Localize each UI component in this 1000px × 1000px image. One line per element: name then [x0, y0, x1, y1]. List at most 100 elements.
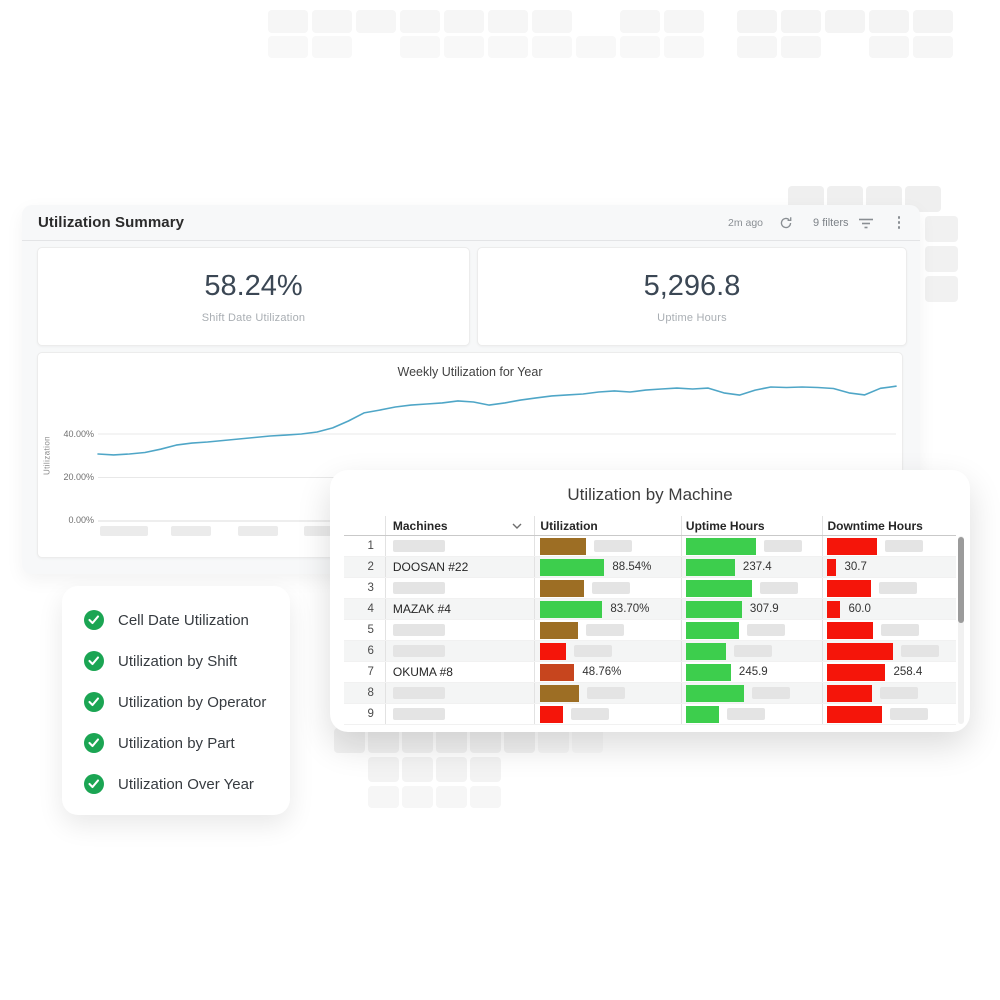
redacted-value-placeholder [586, 624, 625, 636]
mosaic-tile [402, 728, 433, 753]
mosaic-tile [470, 786, 501, 808]
column-header-machines[interactable]: Machines [384, 516, 535, 535]
downtime-cell: 258.4 [822, 662, 956, 682]
mosaic-tile [925, 216, 958, 242]
column-header-downtime-hours[interactable]: Downtime Hours [822, 516, 956, 535]
mosaic-tile [470, 728, 501, 753]
redacted-value-placeholder [759, 582, 798, 594]
redacted-value-placeholder [571, 708, 610, 720]
mosaic-tile [620, 36, 660, 58]
redacted-machine-placeholder [392, 624, 445, 636]
row-number: 6 [367, 645, 374, 657]
uptime-bar [685, 642, 726, 660]
redacted-value-placeholder [879, 582, 918, 594]
table-scrollbar-track[interactable] [958, 536, 964, 724]
mosaic-tile [781, 10, 821, 33]
redacted-machine-placeholder [392, 582, 445, 594]
uptime-bar [685, 579, 752, 597]
downtime-bar [827, 663, 886, 681]
mosaic-tile [825, 10, 865, 33]
utilization-bar [540, 642, 567, 660]
x-tick-placeholder [171, 526, 211, 536]
refresh-icon[interactable] [779, 216, 793, 230]
downtime-bar [827, 558, 837, 576]
mosaic-tile [532, 36, 572, 58]
mosaic-tile [664, 36, 704, 58]
mosaic-tile [572, 728, 603, 753]
filters-button-label[interactable]: 9 filters [813, 216, 849, 229]
column-header-utilization[interactable]: Utilization [534, 516, 681, 535]
uptime-bar [685, 705, 719, 723]
redacted-machine-placeholder [392, 708, 445, 720]
utilization-bar [540, 621, 579, 639]
mosaic-tile [312, 36, 352, 58]
table-row: 1 [344, 536, 956, 557]
check-circle-icon [84, 610, 104, 630]
uptime-bar [685, 684, 744, 702]
machine-name-cell [384, 536, 535, 556]
redacted-value-placeholder [746, 624, 785, 636]
uptime-cell: 307.9 [680, 599, 823, 619]
mosaic-tile [402, 786, 433, 808]
check-circle-icon [84, 651, 104, 671]
utilization-bar [540, 537, 587, 555]
check-circle-icon [84, 733, 104, 753]
uptime-bar [685, 600, 742, 618]
machine-name-cell: DOOSAN #22 [384, 557, 535, 577]
mosaic-tile [913, 36, 953, 58]
table-row: 8 [344, 683, 956, 704]
utilization-bar [540, 558, 605, 576]
mosaic-tile [268, 36, 308, 58]
row-number: 7 [367, 666, 374, 678]
uptime-value: 307.9 [749, 603, 779, 615]
checklist-item-label: Utilization Over Year [118, 775, 254, 793]
mosaic-tile [925, 246, 958, 272]
downtime-bar [827, 579, 872, 597]
kpi-value: 5,296.8 [643, 269, 741, 302]
table-scrollbar-thumb[interactable] [958, 537, 964, 623]
redacted-value-placeholder [594, 540, 633, 552]
checklist-item: Utilization by Operator [84, 691, 290, 713]
downtime-cell [822, 620, 956, 640]
redacted-machine-placeholder [392, 645, 445, 657]
machine-name-cell: MAZAK #4 [384, 599, 535, 619]
utilization-cell: 88.54% [534, 557, 681, 577]
utilization-cell [534, 641, 681, 661]
uptime-cell [680, 683, 823, 703]
downtime-cell: 30.7 [822, 557, 956, 577]
filter-list-icon[interactable] [858, 217, 874, 229]
x-tick-placeholder [238, 526, 278, 536]
mosaic-tile [312, 10, 352, 33]
machine-name: DOOSAN #22 [392, 560, 469, 574]
row-number: 9 [367, 708, 374, 720]
uptime-cell [680, 704, 823, 724]
downtime-bar [827, 621, 874, 639]
chevron-down-icon[interactable] [512, 523, 522, 529]
uptime-cell [680, 536, 823, 556]
redacted-value-placeholder [751, 687, 790, 699]
x-tick-placeholder [304, 526, 344, 536]
more-options-kebab-icon[interactable] [894, 214, 905, 231]
mosaic-tile [913, 10, 953, 33]
table-row: 6 [344, 641, 956, 662]
utilization-value: 88.54% [612, 561, 652, 573]
downtime-value: 258.4 [893, 666, 923, 678]
redacted-value-placeholder [763, 540, 802, 552]
mosaic-tile [400, 36, 440, 58]
row-number: 8 [367, 687, 374, 699]
y-tick-40: 40.00% [63, 429, 94, 439]
utilization-cell [534, 683, 681, 703]
uptime-value: 237.4 [742, 561, 772, 573]
mosaic-tile [781, 36, 821, 58]
redacted-machine-placeholder [392, 687, 445, 699]
checklist-item-label: Cell Date Utilization [118, 611, 249, 629]
uptime-bar [685, 537, 756, 555]
redacted-value-placeholder [885, 540, 924, 552]
mosaic-tile [925, 276, 958, 302]
uptime-value: 245.9 [738, 666, 768, 678]
x-tick-placeholder [100, 526, 148, 536]
column-header-uptime-hours[interactable]: Uptime Hours [680, 516, 823, 535]
check-circle-icon [84, 692, 104, 712]
mosaic-tile [576, 36, 616, 58]
redacted-value-placeholder [881, 624, 920, 636]
